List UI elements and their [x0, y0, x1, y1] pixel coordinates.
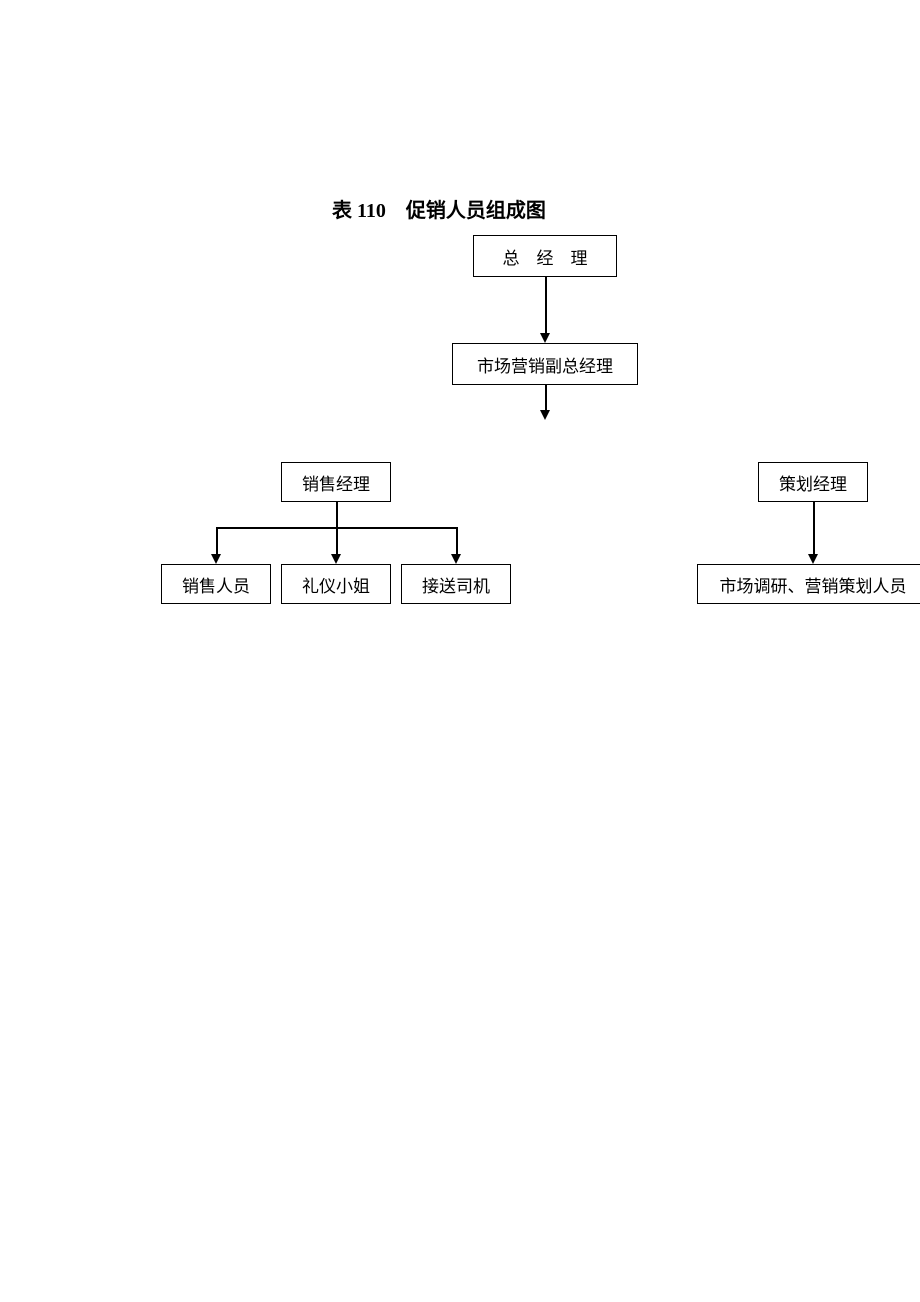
node-label: 策划经理 — [779, 470, 847, 495]
node-label: 销售经理 — [302, 470, 370, 495]
node-label: 市场营销副总经理 — [477, 352, 613, 377]
node-label: 市场调研、营销策划人员 — [720, 572, 907, 597]
node-driver: 接送司机 — [401, 564, 511, 604]
edge-segment — [336, 527, 338, 554]
node-label: 接送司机 — [422, 572, 490, 597]
arrow-head-icon — [211, 554, 221, 564]
node-vp-marketing: 市场营销副总经理 — [452, 343, 638, 385]
edge-segment — [813, 502, 815, 554]
edge-segment — [545, 385, 547, 410]
node-planning-manager: 策划经理 — [758, 462, 868, 502]
edge-segment — [336, 502, 338, 527]
node-sales-personnel: 销售人员 — [161, 564, 271, 604]
arrow-head-icon — [808, 554, 818, 564]
edge-segment — [545, 277, 547, 333]
node-etiquette: 礼仪小姐 — [281, 564, 391, 604]
arrow-head-icon — [331, 554, 341, 564]
node-research-planning: 市场调研、营销策划人员 — [697, 564, 920, 604]
node-label: 总 经 理 — [503, 244, 588, 269]
arrow-head-icon — [540, 410, 550, 420]
arrow-head-icon — [540, 333, 550, 343]
node-label: 礼仪小姐 — [302, 572, 370, 597]
edge-segment — [216, 527, 218, 554]
node-label: 销售人员 — [182, 572, 250, 597]
node-sales-manager: 销售经理 — [281, 462, 391, 502]
arrow-head-icon — [451, 554, 461, 564]
edge-segment — [456, 527, 458, 554]
diagram-title: 表 110 促销人员组成图 — [332, 194, 546, 223]
node-general-manager: 总 经 理 — [473, 235, 617, 277]
